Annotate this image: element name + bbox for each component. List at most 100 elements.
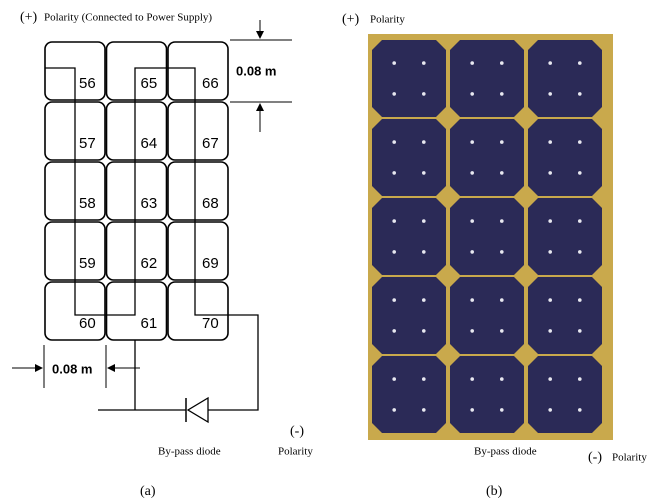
diode-label: By-pass diode [158,446,221,458]
solar-cell [528,40,602,117]
solar-cell [450,198,524,275]
polarity-sign: (-) [588,450,602,465]
contact-dot [392,92,397,96]
solar-cell [528,277,602,354]
cell-width: 0.08 m [52,361,92,376]
cell-number: 66 [202,75,219,92]
contact-dot [470,171,475,175]
solar-cell [372,277,446,354]
contact-dot [500,61,504,65]
cell [105,161,168,221]
cell [105,281,168,341]
cell [167,161,229,221]
diode [186,396,209,424]
polarity-label: Polarity [278,446,313,458]
contact-dot [500,219,504,223]
contact-dot [548,250,552,254]
cell-number: 65 [141,75,158,92]
solar-cell [450,277,524,354]
polarity-sign: (-) [290,424,304,439]
contact-dot [578,61,582,65]
contact-dot [392,408,397,412]
contact-dot [470,377,475,381]
contact-dot [548,408,552,412]
solar-cell [528,198,602,275]
cell-number: 69 [202,255,219,272]
contact-dot [422,171,426,175]
contact-dot [392,61,397,65]
contact-dot [500,377,504,381]
cell-number: 68 [202,195,219,212]
contact-dot [578,250,582,254]
contact-dot [470,61,475,65]
contact-dot [500,140,504,144]
cell-height: 0.08 m [236,63,276,78]
cell-number: 70 [202,315,219,332]
polarity-sign: (+) [342,12,360,27]
solar-cell [450,119,524,196]
cell [105,101,168,161]
contact-dot [548,92,552,96]
contact-dot [548,219,552,223]
contact-dot [548,377,552,381]
photo-cells [372,40,602,433]
contact-dot [422,219,426,223]
contact-dot [500,329,504,333]
solar-cell [372,40,446,117]
cell [167,281,229,341]
contact-dot [578,219,582,223]
wiring [45,67,259,411]
contact-dot [500,250,504,254]
contact-dot [548,171,552,175]
contact-dot [422,61,426,65]
contact-dot [500,408,504,412]
cell-number: 60 [79,315,96,332]
polarity-label: Polarity [612,452,647,464]
contact-dot [422,140,426,144]
contact-dot [470,219,475,223]
cell-number: 58 [79,195,96,212]
contact-dot [470,92,475,96]
contact-dot [470,250,475,254]
contact-dot [578,140,582,144]
cell-number: 64 [141,135,158,152]
contact-dot [392,329,397,333]
contact-dot [578,92,582,96]
solar-cell [372,198,446,275]
solar-cell [372,119,446,196]
contact-dot [392,250,397,254]
contact-dot [578,298,582,302]
cell-number: 63 [141,195,158,212]
cell [167,221,229,281]
cell [167,101,229,161]
cell [105,221,168,281]
cell-grid: 56 65 66 57 64 67 58 63 68 59 62 69 60 61 70 [44,41,229,341]
caption: (a) [140,484,156,499]
contact-dot [392,298,397,302]
contact-dot [392,171,397,175]
polarity-label: Polarity (Connected to Power Supply) [44,12,212,24]
contact-dot [578,329,582,333]
contact-dot [422,377,426,381]
contact-dot [392,377,397,381]
wiring [98,340,186,411]
caption: (b) [486,484,503,499]
contact-dot [548,61,552,65]
panel-b: (+) Polarity By-pass diode (-) Polarity … [342,12,647,499]
contact-dot [548,298,552,302]
solar-cell [450,356,524,433]
cell-number: 56 [79,75,96,92]
contact-dot [422,298,426,302]
cell-number: 62 [141,255,158,272]
contact-dot [578,171,582,175]
cell-number: 57 [79,135,96,152]
contact-dot [548,140,552,144]
diode-label: By-pass diode [474,446,537,458]
contact-dot [392,219,397,223]
contact-dot [500,171,504,175]
solar-cell [528,119,602,196]
cell-number: 59 [79,255,96,272]
contact-dot [422,408,426,412]
cell [105,41,168,101]
